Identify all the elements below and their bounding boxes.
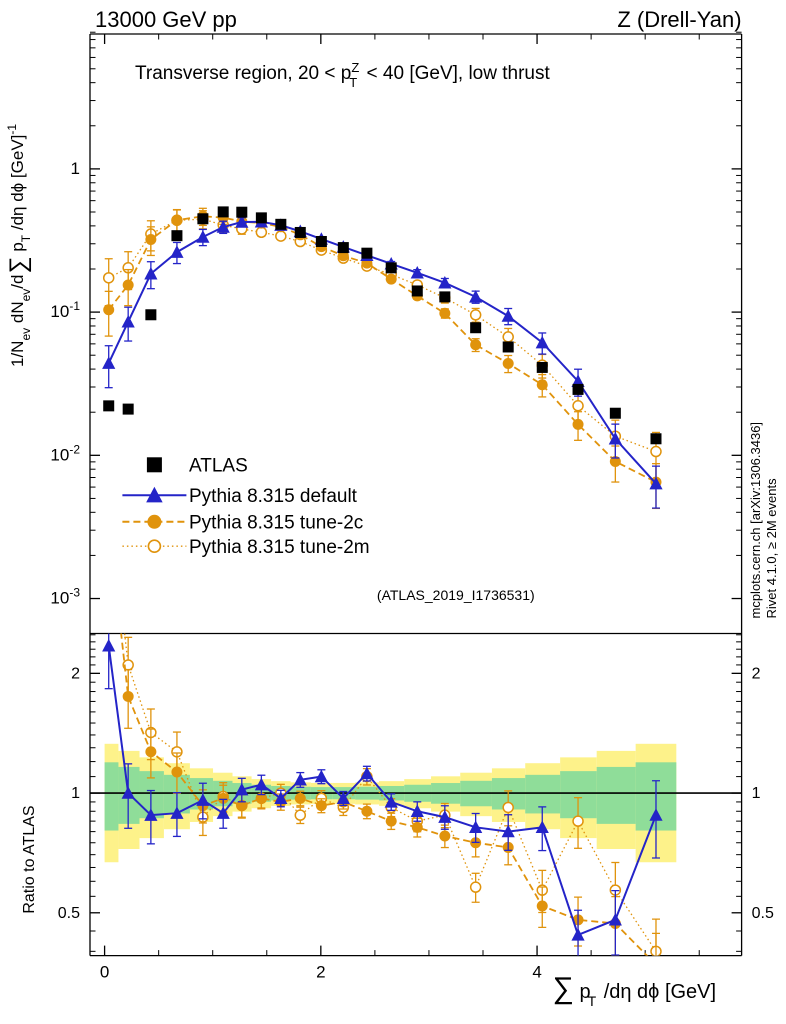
svg-text:1/Nev dNev/d∑ pT /dη dϕ [GeV]: 1/Nev dNev/d∑ pT /dη dϕ [GeV]-1: [5, 124, 33, 367]
svg-text:∑ pT /dη dϕ [GeV]: ∑ pT /dη dϕ [GeV]: [553, 972, 717, 1009]
svg-text:Pythia 8.315 default: Pythia 8.315 default: [189, 486, 358, 507]
svg-text:Rivet 4.1.0, ≥ 2M events: Rivet 4.1.0, ≥ 2M events: [764, 478, 779, 619]
svg-text:Pythia 8.315 tune-2m: Pythia 8.315 tune-2m: [189, 537, 370, 558]
svg-text:10-2: 10-2: [50, 442, 80, 464]
svg-text:10-3: 10-3: [50, 586, 80, 608]
svg-text:Ratio to ATLAS: Ratio to ATLAS: [21, 805, 38, 913]
svg-text:13000 GeV pp: 13000 GeV pp: [95, 7, 237, 32]
svg-text:mcplots.cern.ch [arXiv:1306.34: mcplots.cern.ch [arXiv:1306.3436]: [748, 422, 763, 619]
svg-text:2: 2: [71, 665, 80, 682]
svg-text:1: 1: [71, 159, 80, 178]
svg-text:0.5: 0.5: [58, 905, 80, 922]
svg-text:4: 4: [532, 963, 541, 982]
svg-text:1: 1: [752, 785, 761, 802]
svg-text:Z (Drell-Yan): Z (Drell-Yan): [617, 7, 741, 32]
svg-text:0.5: 0.5: [752, 905, 774, 922]
svg-text:Transverse region, 20 < pZT <: Transverse region, 20 < pZ T < 40 [GeV], …: [135, 60, 550, 90]
svg-text:(ATLAS_2019_I1736531): (ATLAS_2019_I1736531): [377, 587, 535, 603]
svg-text:Pythia 8.315 tune-2c: Pythia 8.315 tune-2c: [189, 513, 363, 534]
svg-text:0: 0: [100, 963, 109, 982]
svg-text:10-1: 10-1: [50, 299, 80, 321]
svg-text:1: 1: [71, 785, 80, 802]
svg-text:2: 2: [752, 665, 761, 682]
svg-text:ATLAS: ATLAS: [189, 456, 248, 477]
svg-text:2: 2: [316, 963, 325, 982]
